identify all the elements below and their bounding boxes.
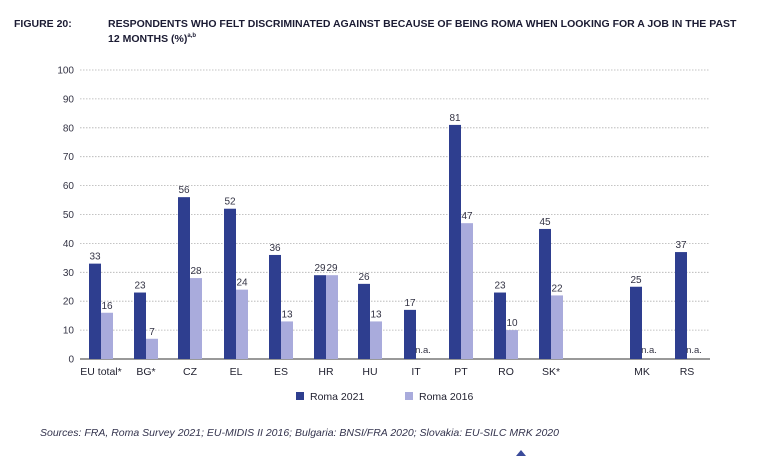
data-label-roma-2021: 33 [89, 252, 101, 263]
x-tick-label: RS [680, 366, 695, 378]
figure-title: RESPONDENTS WHO FELT DISCRIMINATED AGAIN… [108, 17, 738, 47]
y-tick-label: 0 [68, 355, 74, 366]
legend-swatch-roma-2016 [405, 392, 413, 400]
data-label-roma-2021: 25 [630, 275, 642, 286]
bar-roma-2021 [134, 292, 146, 359]
bar-roma-2016 [370, 321, 382, 359]
bar-roma-2016 [551, 295, 563, 359]
y-tick-label: 90 [63, 94, 75, 105]
y-tick-label: 30 [63, 268, 75, 279]
bar-roma-2021 [449, 124, 461, 359]
data-label-roma-2021: 23 [134, 281, 146, 292]
bar-roma-2021 [630, 286, 642, 359]
bar-roma-2016 [326, 275, 338, 359]
bar-roma-2021 [539, 228, 551, 359]
y-tick-label: 20 [63, 297, 75, 308]
data-label-roma-2021: 26 [358, 272, 370, 283]
data-label-roma-2016: 29 [326, 263, 338, 274]
bar-roma-2021 [314, 275, 326, 359]
data-label-roma-2016: 10 [506, 318, 518, 329]
figure-title-text: RESPONDENTS WHO FELT DISCRIMINATED AGAIN… [108, 18, 737, 45]
bar-roma-2021 [224, 208, 236, 359]
data-label-roma-2016: 13 [281, 309, 293, 320]
bar-roma-2021 [675, 252, 687, 359]
data-label-roma-2021: 45 [539, 217, 551, 228]
x-tick-label: MK [634, 366, 650, 378]
na-label-roma-2016: n.a. [415, 345, 431, 356]
bar-roma-2016 [506, 330, 518, 359]
legend-label-roma-2021: Roma 2021 [310, 391, 364, 403]
data-label-roma-2021: 36 [269, 243, 281, 254]
legend-swatch-roma-2021 [296, 392, 304, 400]
data-label-roma-2016: 16 [101, 301, 113, 312]
data-label-roma-2016: 22 [551, 283, 563, 294]
page-marker-triangle [516, 450, 526, 456]
bar-roma-2021 [89, 263, 101, 359]
y-tick-label: 60 [63, 181, 75, 192]
x-tick-label: EU total* [80, 366, 121, 378]
bar-chart: 0 10 20 30 40 50 60 70 80 90 100 33 16 EU total* 23 7 BG… [57, 66, 710, 403]
y-tick-label: 40 [63, 239, 75, 250]
x-tick-label: PT [454, 366, 468, 378]
na-label-roma-2016: n.a. [686, 345, 702, 356]
x-tick-label: HU [362, 366, 377, 378]
x-tick-label: HR [318, 366, 334, 378]
x-tick-label: EL [230, 366, 243, 378]
bar-roma-2021 [269, 254, 281, 359]
x-tick-label: RO [498, 366, 514, 378]
bar-roma-2016 [461, 223, 473, 359]
data-label-roma-2016: 28 [190, 266, 202, 277]
x-tick-label: CZ [183, 366, 198, 378]
data-label-roma-2021: 23 [494, 281, 506, 292]
data-label-roma-2021: 81 [449, 113, 461, 124]
x-tick-label: ES [274, 366, 288, 378]
data-label-roma-2016: 7 [149, 327, 155, 338]
data-label-roma-2021: 17 [404, 298, 416, 309]
bar-roma-2021 [178, 197, 190, 359]
bar-roma-2021 [358, 283, 370, 359]
figure-footnote-marks: a,b [187, 33, 197, 39]
bar-roma-2016 [101, 312, 113, 359]
na-label-roma-2016: n.a. [641, 345, 657, 356]
bar-roma-2016 [190, 278, 202, 359]
data-label-roma-2016: 47 [461, 211, 473, 222]
data-label-roma-2021: 52 [224, 197, 236, 208]
x-tick-label: SK* [542, 366, 560, 378]
data-label-roma-2016: 24 [236, 278, 248, 289]
x-tick-label: BG* [136, 366, 155, 378]
bar-roma-2021 [404, 309, 416, 359]
y-tick-label: 100 [57, 66, 74, 77]
figure-number: FIGURE 20: [14, 18, 72, 30]
bar-roma-2021 [494, 292, 506, 359]
bar-roma-2016 [281, 321, 293, 359]
x-tick-label: IT [411, 366, 421, 378]
data-label-roma-2021: 37 [675, 240, 687, 251]
y-tick-label: 80 [63, 123, 75, 134]
bar-roma-2016 [146, 338, 158, 359]
legend-label-roma-2016: Roma 2016 [419, 391, 473, 403]
y-tick-label: 70 [63, 152, 75, 163]
data-label-roma-2021: 29 [314, 263, 326, 274]
bar-roma-2016 [236, 289, 248, 359]
data-label-roma-2021: 56 [178, 185, 190, 196]
y-tick-label: 50 [63, 210, 75, 221]
source-note: Sources: FRA, Roma Survey 2021; EU-MIDIS… [40, 427, 559, 439]
data-label-roma-2016: 13 [370, 309, 382, 320]
y-tick-label: 10 [63, 326, 75, 337]
